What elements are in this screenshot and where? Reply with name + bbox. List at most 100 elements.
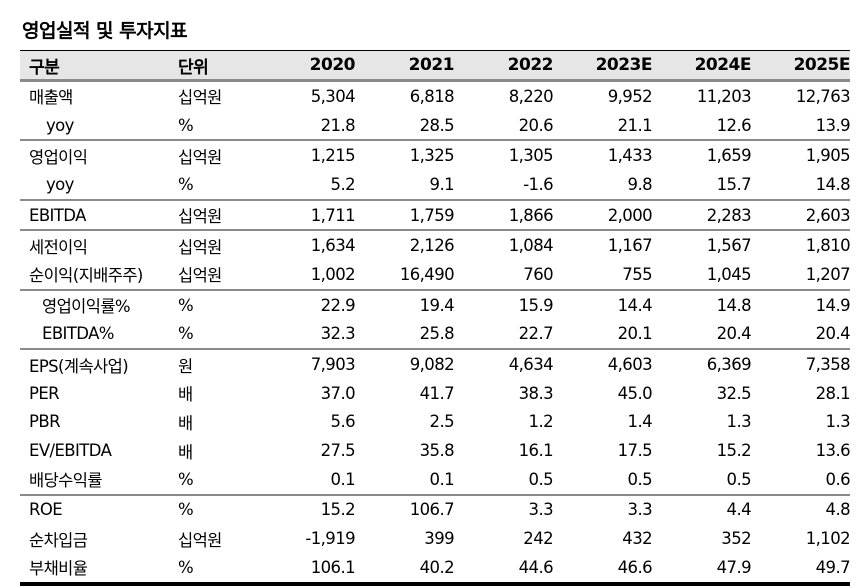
cell-value: 2,126 xyxy=(409,236,455,256)
table-row: EBITDA 십억원 1,711 1,759 1,866 2,000 2,283 2,603 xyxy=(20,199,851,231)
row-unit: 배 xyxy=(178,413,193,433)
table-row: 순이익(지배주주) 십억원 1,002 16,490 760 755 1,045 1,207 xyxy=(20,260,851,290)
cell-value: 1,325 xyxy=(409,146,455,166)
cell-value: 21.8 xyxy=(320,115,356,135)
cell-value: 1,634 xyxy=(310,236,356,256)
cell-value: 1,215 xyxy=(310,146,356,166)
cell-value: 28.5 xyxy=(419,115,455,135)
cell-value: 1,567 xyxy=(706,236,752,256)
row-label: yoy xyxy=(46,115,74,135)
row-label: 영업이익률% xyxy=(42,297,131,317)
cell-value: 9.1 xyxy=(429,174,455,194)
cell-value: 46.6 xyxy=(617,557,653,577)
cell-value: 20.4 xyxy=(815,324,851,344)
cell-value: 14.4 xyxy=(617,295,653,315)
row-unit: 배 xyxy=(178,385,193,405)
cell-value: 5.6 xyxy=(330,412,356,432)
row-label: 매출액 xyxy=(29,88,73,108)
cell-value: 1,810 xyxy=(805,236,851,256)
cell-value: 0.5 xyxy=(528,469,554,489)
cell-value: 3.3 xyxy=(528,500,554,520)
table-row: EBITDA%% 32.3 25.8 22.7 20.1 20.4 20.4 xyxy=(20,320,851,350)
cell-value: 352 xyxy=(721,529,751,549)
cell-value: 7,358 xyxy=(805,355,851,375)
cell-value: 12,763 xyxy=(795,86,851,106)
table-row: ROE% 15.2 106.7 3.3 3.3 4.4 4.8 xyxy=(20,494,851,525)
cell-value: 106.7 xyxy=(409,500,455,520)
cell-value: 15.2 xyxy=(716,441,752,461)
cell-value: 1,711 xyxy=(310,205,356,225)
row-label: 순이익(지배주주) xyxy=(29,266,143,286)
cell-value: 22.9 xyxy=(320,295,356,315)
row-label: EBITDA% xyxy=(42,324,114,344)
table-row: 부채비율% 106.1 40.2 44.6 46.6 47.9 49.7 xyxy=(20,553,851,584)
cell-value: 49.7 xyxy=(815,557,851,577)
cell-value: 11,203 xyxy=(696,86,752,106)
row-unit: 십억원 xyxy=(178,266,222,286)
table-row: 영업이익률%% 22.9 19.4 15.9 14.4 14.8 14.9 xyxy=(20,289,851,320)
row-unit: % xyxy=(178,115,194,135)
cell-value: -1.6 xyxy=(523,174,553,194)
table-row: 순차입금 십억원 -1,919 399 242 432 352 1,102 xyxy=(20,524,851,553)
cell-value: 13.6 xyxy=(815,441,851,461)
table-row: yoy% 5.2 9.1 -1.6 9.8 15.7 14.8 xyxy=(20,170,851,200)
header-unit: 단위 xyxy=(178,57,209,78)
row-unit: 십억원 xyxy=(178,147,222,167)
cell-value: 47.9 xyxy=(716,557,752,577)
header-year: 2024E xyxy=(694,55,752,75)
cell-value: 1,002 xyxy=(310,264,356,284)
cell-value: 6,369 xyxy=(706,355,752,375)
cell-value: 44.6 xyxy=(518,557,554,577)
cell-value: 32.3 xyxy=(320,324,356,344)
row-unit: 십억원 xyxy=(178,237,222,257)
cell-value: 25.8 xyxy=(419,324,455,344)
cell-value: 4.8 xyxy=(825,500,851,520)
cell-value: 7,903 xyxy=(310,355,356,375)
row-unit: 원 xyxy=(178,356,193,376)
cell-value: 1.3 xyxy=(825,412,851,432)
cell-value: 242 xyxy=(523,529,553,549)
financial-indicators-table: 구분 단위 2020 2021 2022 2023E 2024E 2025E 매… xyxy=(20,50,851,586)
cell-value: 41.7 xyxy=(419,383,455,403)
table-row: EPS(계속사업) 원 7,903 9,082 4,634 4,603 6,369 7,358 xyxy=(20,349,851,379)
cell-value: 15.9 xyxy=(518,295,554,315)
table-row: 매출액 십억원 5,304 6,818 8,220 9,952 11,203 12,763 xyxy=(20,80,851,111)
cell-value: 760 xyxy=(523,264,553,284)
cell-value: 5,304 xyxy=(310,86,356,106)
cell-value: 20.4 xyxy=(716,324,752,344)
cell-value: 755 xyxy=(622,264,652,284)
row-label: ROE xyxy=(29,500,63,520)
cell-value: 9,082 xyxy=(409,355,455,375)
cell-value: 14.8 xyxy=(815,174,851,194)
cell-value: 432 xyxy=(622,529,652,549)
row-unit: 십억원 xyxy=(178,530,222,550)
cell-value: 0.5 xyxy=(726,469,752,489)
header-year: 2020 xyxy=(309,55,356,75)
row-unit: % xyxy=(178,324,194,344)
cell-value: 16,490 xyxy=(399,264,455,284)
header-year: 2021 xyxy=(408,55,455,75)
table-row: EV/EBITDA 배 27.5 35.8 16.1 17.5 15.2 13.6 xyxy=(20,436,851,465)
row-unit: 십억원 xyxy=(178,207,222,227)
cell-value: 14.9 xyxy=(815,295,851,315)
cell-value: 2,283 xyxy=(706,205,752,225)
cell-value: 22.7 xyxy=(518,324,554,344)
cell-value: 32.5 xyxy=(716,383,752,403)
cell-value: 20.6 xyxy=(518,115,554,135)
cell-value: 3.3 xyxy=(627,500,653,520)
cell-value: 1,167 xyxy=(607,236,653,256)
cell-value: 1,659 xyxy=(706,146,752,166)
row-label: yoy xyxy=(46,174,74,194)
row-label: 세전이익 xyxy=(29,237,88,257)
row-unit: 배 xyxy=(178,442,193,462)
cell-value: 40.2 xyxy=(419,557,455,577)
cell-value: 37.0 xyxy=(320,383,356,403)
cell-value: 1,207 xyxy=(805,264,851,284)
cell-value: 1.2 xyxy=(528,412,554,432)
row-unit: % xyxy=(178,469,194,489)
row-label: EPS(계속사업) xyxy=(29,356,129,376)
cell-value: 0.1 xyxy=(330,469,356,489)
row-label: PER xyxy=(29,383,60,403)
cell-value: 27.5 xyxy=(320,441,356,461)
row-label: PBR xyxy=(29,412,61,432)
